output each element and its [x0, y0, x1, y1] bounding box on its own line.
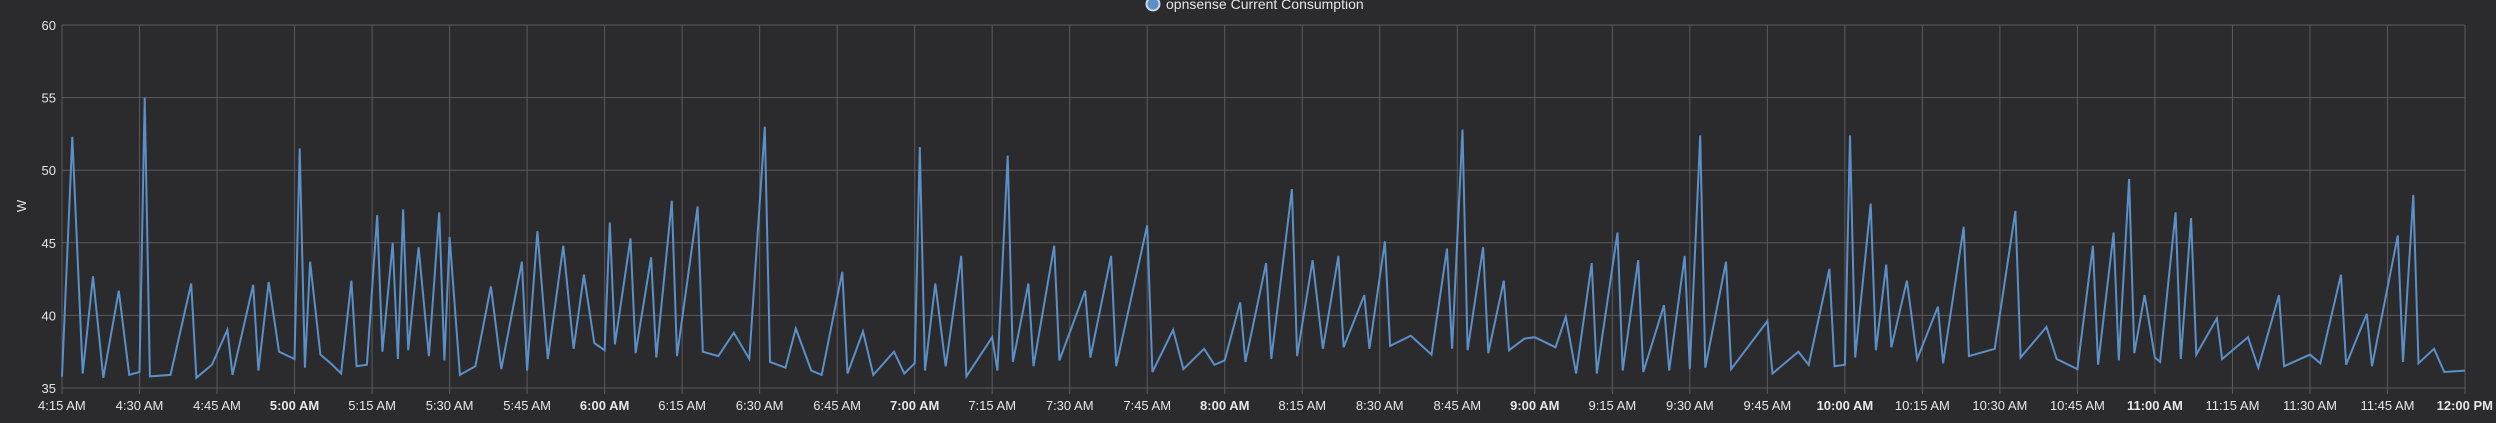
legend-swatch[interactable]	[1145, 0, 1161, 12]
x-tick-label: 4:30 AM	[116, 398, 164, 413]
x-tick-label: 7:45 AM	[1123, 398, 1171, 413]
x-tick-label: 6:15 AM	[658, 398, 706, 413]
x-tick-label: 4:45 AM	[193, 398, 241, 413]
x-tick-label: 9:30 AM	[1666, 398, 1714, 413]
y-axis-title: W	[14, 199, 29, 212]
x-tick-label: 8:00 AM	[1200, 398, 1249, 413]
x-tick-label: 12:00 PM	[2437, 398, 2493, 413]
x-tick-label: 8:30 AM	[1356, 398, 1404, 413]
x-tick-label: 9:15 AM	[1588, 398, 1636, 413]
y-tick-label: 45	[42, 236, 56, 251]
series-line	[61, 97, 2466, 380]
x-tick-label: 7:00 AM	[890, 398, 939, 413]
x-tick-label: 5:45 AM	[503, 398, 551, 413]
x-tick-label: 6:30 AM	[736, 398, 784, 413]
y-tick-label: 40	[42, 308, 56, 323]
x-tick-label: 4:15 AM	[38, 398, 86, 413]
y-tick-label: 35	[42, 381, 56, 396]
x-tick-label: 11:45 AM	[2360, 398, 2414, 413]
x-tick-label: 5:00 AM	[270, 398, 319, 413]
x-tick-label: 7:30 AM	[1046, 398, 1094, 413]
x-tick-label: 8:45 AM	[1433, 398, 1481, 413]
y-axis-labels: 35 40 45 50 55 60	[42, 18, 56, 396]
y-tick-label: 50	[42, 163, 56, 178]
x-tick-label: 6:00 AM	[580, 398, 629, 413]
x-tick-label: 7:15 AM	[968, 398, 1016, 413]
x-tick-label: 10:30 AM	[1972, 398, 2027, 413]
x-axis-labels: 4:15 AM 4:30 AM 4:45 AM 5:00 AM 5:15 AM 5:30 …	[38, 398, 2493, 413]
x-tick-label: 5:15 AM	[348, 398, 396, 413]
y-tick-label: 55	[42, 91, 56, 106]
x-tick-label: 11:30 AM	[2283, 398, 2337, 413]
legend[interactable]: opnsense Current Consumption	[1145, 0, 1364, 12]
x-tick-label: 10:45 AM	[2050, 398, 2105, 413]
grid	[61, 24, 2466, 394]
x-tick-label: 11:00 AM	[2127, 398, 2183, 413]
x-tick-label: 11:15 AM	[2205, 398, 2259, 413]
x-tick-label: 9:00 AM	[1510, 398, 1559, 413]
x-tick-label: 9:45 AM	[1744, 398, 1792, 413]
x-tick-label: 5:30 AM	[426, 398, 474, 413]
x-tick-label: 10:00 AM	[1817, 398, 1874, 413]
x-tick-label: 8:15 AM	[1278, 398, 1326, 413]
x-tick-label: 10:15 AM	[1895, 398, 1950, 413]
x-tick-label: 6:45 AM	[813, 398, 861, 413]
y-tick-label: 60	[42, 18, 56, 33]
legend-label[interactable]: opnsense Current Consumption	[1166, 0, 1364, 12]
